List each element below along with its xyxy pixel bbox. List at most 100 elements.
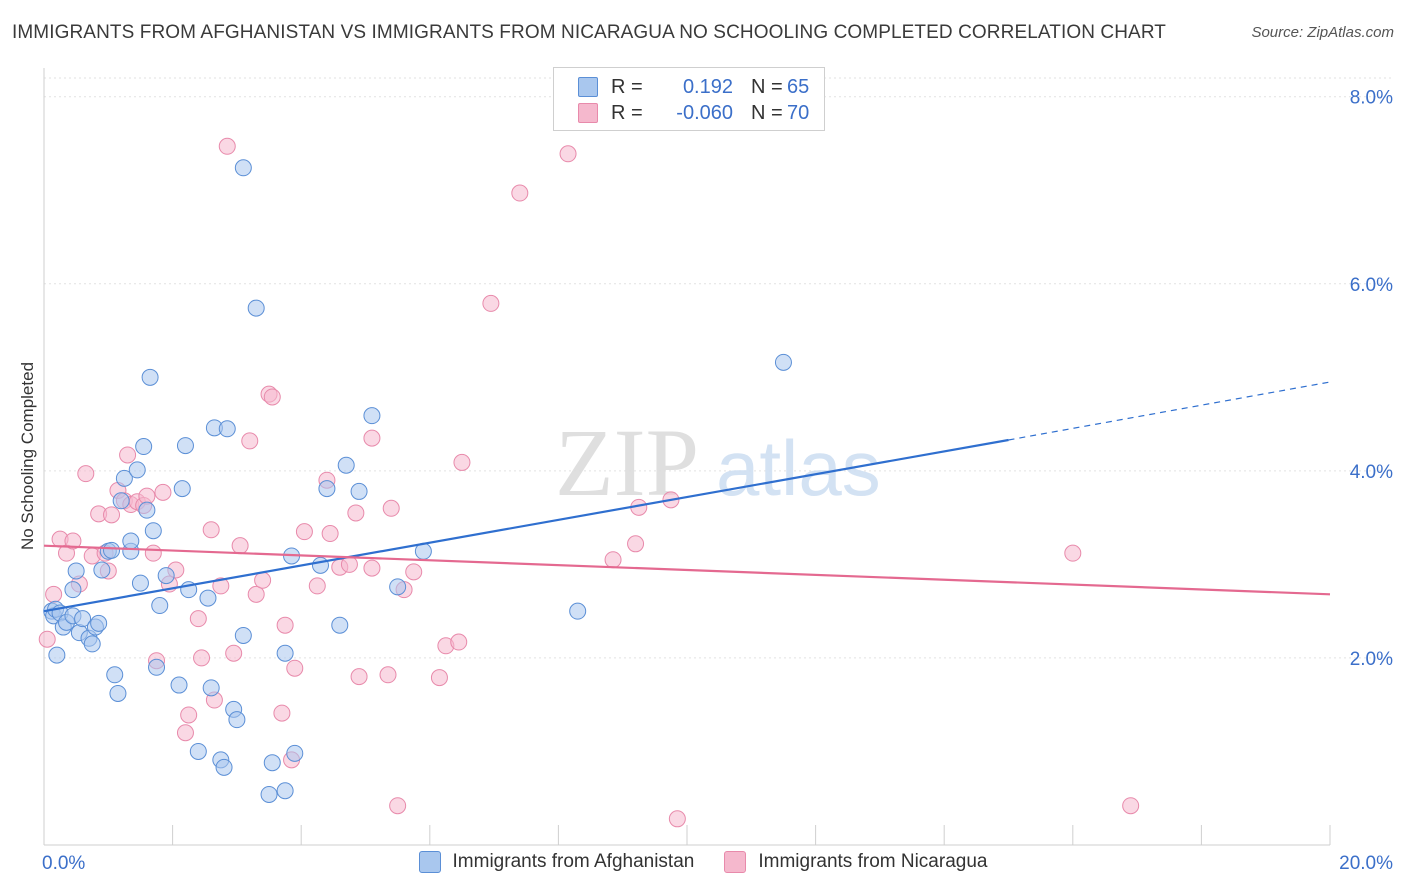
point-afghanistan <box>138 501 156 519</box>
x-tick-label: 20.0% <box>1339 853 1393 874</box>
point-afghanistan <box>74 610 92 628</box>
point-afghanistan <box>331 616 349 634</box>
point-nicaragua <box>350 668 368 686</box>
point-afghanistan <box>112 492 130 510</box>
chart-title: IMMIGRANTS FROM AFGHANISTAN VS IMMIGRANT… <box>12 22 1167 43</box>
legend-r-label: R = <box>611 101 643 124</box>
point-afghanistan <box>276 782 294 800</box>
point-afghanistan <box>106 666 124 684</box>
point-nicaragua <box>450 633 468 651</box>
point-afghanistan <box>109 684 127 702</box>
point-afghanistan <box>350 482 368 500</box>
point-afghanistan <box>157 567 175 585</box>
point-nicaragua <box>154 483 172 501</box>
point-nicaragua <box>482 294 500 312</box>
point-nicaragua <box>363 429 381 447</box>
point-nicaragua <box>627 535 645 553</box>
point-nicaragua <box>273 704 291 722</box>
point-afghanistan <box>93 561 111 579</box>
point-nicaragua <box>225 644 243 662</box>
point-afghanistan <box>234 626 252 644</box>
point-nicaragua <box>38 630 56 648</box>
legend-swatch-afghanistan <box>418 851 441 873</box>
point-afghanistan <box>218 420 236 438</box>
point-nicaragua <box>389 797 407 815</box>
point-nicaragua <box>119 446 137 464</box>
point-nicaragua <box>276 616 294 634</box>
point-nicaragua <box>180 706 198 724</box>
legend-swatch-nicaragua <box>724 851 747 873</box>
point-nicaragua <box>347 504 365 522</box>
point-nicaragua <box>308 577 326 595</box>
point-nicaragua <box>218 137 236 155</box>
legend-r-label: R = <box>611 75 643 98</box>
y-tick-label: 6.0% <box>1350 275 1393 296</box>
axes <box>43 68 1331 846</box>
point-afghanistan <box>173 480 191 498</box>
point-nicaragua <box>405 563 423 581</box>
point-afghanistan <box>128 461 146 479</box>
legend-label-nicaragua: Immigrants from Nicaragua <box>758 851 988 872</box>
series-legend: Immigrants from Afghanistan Immigrants f… <box>0 851 1406 873</box>
legend-item-afghanistan[interactable]: Immigrants from Afghanistan <box>418 851 694 873</box>
point-nicaragua <box>382 499 400 517</box>
point-afghanistan <box>122 532 140 550</box>
point-nicaragua <box>193 649 211 667</box>
point-nicaragua <box>453 453 471 471</box>
point-nicaragua <box>1064 544 1082 562</box>
legend-row-nicaragua: R = -0.060 N = 70 <box>578 99 809 127</box>
point-nicaragua <box>77 465 95 483</box>
y-tick-label: 2.0% <box>1350 649 1393 670</box>
point-afghanistan <box>234 159 252 177</box>
legend-swatch-nicaragua <box>578 103 598 123</box>
point-nicaragua <box>202 521 220 539</box>
legend-n-value: 65 <box>787 75 810 98</box>
point-afghanistan <box>64 581 82 599</box>
point-afghanistan <box>215 758 233 776</box>
point-afghanistan <box>131 574 149 592</box>
point-nicaragua <box>1122 797 1140 815</box>
trend-lines <box>43 381 1331 613</box>
point-afghanistan <box>569 602 587 620</box>
point-afghanistan <box>144 522 162 540</box>
point-afghanistan <box>115 469 133 487</box>
point-nicaragua <box>379 666 397 684</box>
point-nicaragua <box>231 537 249 555</box>
point-afghanistan <box>148 658 166 676</box>
legend-item-nicaragua[interactable]: Immigrants from Nicaragua <box>724 851 987 873</box>
legend-row-afghanistan: R = 0.192 N = 65 <box>578 73 809 101</box>
point-nicaragua <box>189 610 207 628</box>
point-nicaragua <box>254 571 272 589</box>
point-nicaragua <box>144 544 162 562</box>
legend-r-value: -0.060 <box>676 101 733 124</box>
point-nicaragua <box>295 523 313 541</box>
trend-line-nicaragua <box>43 544 1331 596</box>
point-afghanistan <box>389 578 407 596</box>
legend-n-label: N = <box>751 101 783 124</box>
point-nicaragua <box>668 810 686 828</box>
point-afghanistan <box>363 407 381 425</box>
point-nicaragua <box>247 585 265 603</box>
point-afghanistan <box>276 644 294 662</box>
point-nicaragua <box>263 388 281 406</box>
point-afghanistan <box>83 635 101 653</box>
trend-line-afghanistan-extension <box>1008 381 1331 441</box>
y-tick-label: 4.0% <box>1350 462 1393 483</box>
point-nicaragua <box>430 669 448 687</box>
legend-swatch-afghanistan <box>578 77 598 97</box>
point-afghanistan <box>189 742 207 760</box>
x-tick-label: 0.0% <box>42 853 85 874</box>
tick-labels: 2.0% 4.0% 6.0% 8.0% 0.0% 20.0% <box>42 88 1393 874</box>
legend-n-label: N = <box>751 75 783 98</box>
point-nicaragua <box>45 585 63 603</box>
point-afghanistan <box>318 480 336 498</box>
point-afghanistan <box>199 589 217 607</box>
point-nicaragua <box>241 432 259 450</box>
point-afghanistan <box>286 744 304 762</box>
point-afghanistan <box>228 711 246 729</box>
point-afghanistan <box>67 562 85 580</box>
point-nicaragua <box>511 184 529 202</box>
point-nicaragua <box>321 525 339 543</box>
point-afghanistan <box>141 368 159 386</box>
point-afghanistan <box>260 785 278 803</box>
